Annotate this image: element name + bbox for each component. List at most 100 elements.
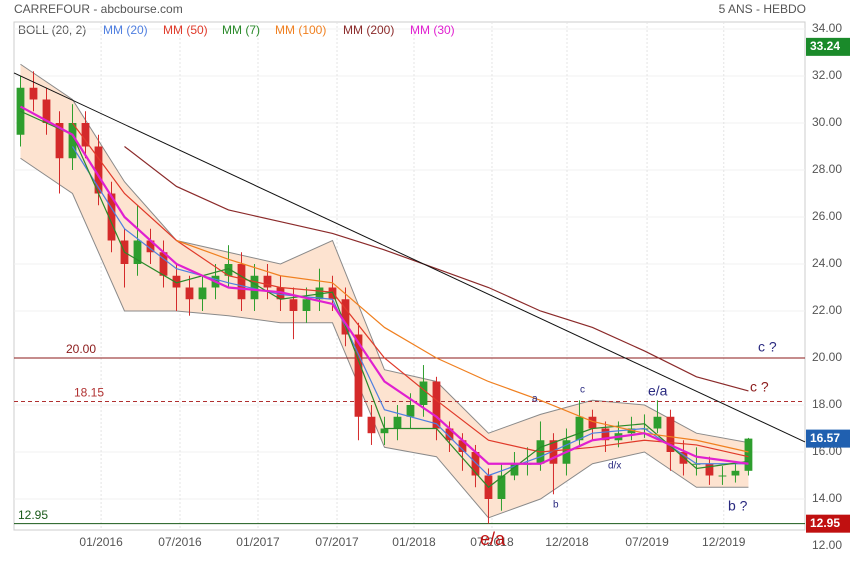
candle-body <box>289 299 298 311</box>
y-tick-label: 26.00 <box>812 209 842 223</box>
legend-entry: MM (20) <box>103 23 148 37</box>
candle-body <box>250 275 259 300</box>
candle-body <box>107 193 116 241</box>
y-tick-label: 28.00 <box>812 162 842 176</box>
candle-body <box>471 452 480 476</box>
plot-frame <box>13 21 806 531</box>
candle-body <box>666 416 675 452</box>
y-tick-label: 30.00 <box>812 115 842 129</box>
candle-body <box>237 264 246 300</box>
x-tick-label: 07/2016 <box>158 535 202 549</box>
price-tag-label: 33.24 <box>810 39 840 53</box>
candle-body <box>393 416 402 429</box>
candle-body <box>575 416 584 441</box>
candle-body <box>744 438 753 471</box>
annotation: a <box>532 394 538 405</box>
moving-average <box>20 110 749 489</box>
candle-body <box>458 440 467 452</box>
legend-entry: MM (30) <box>410 23 455 37</box>
candle-body <box>601 428 610 441</box>
moving-average <box>19 105 749 465</box>
trendline <box>13 72 806 443</box>
legend-entry: MM (50) <box>163 23 208 37</box>
candle-body <box>172 275 181 288</box>
legend-entry: MM (200) <box>343 23 394 37</box>
price-tag-label: 12.95 <box>810 516 840 530</box>
level-label: 12.95 <box>18 508 48 522</box>
y-tick-label: 16.00 <box>812 444 842 458</box>
x-tick-label: 01/2018 <box>392 535 436 549</box>
x-tick-label: 07/2017 <box>315 535 359 549</box>
candle-body <box>146 240 155 253</box>
legend-entry: MM (100) <box>275 23 326 37</box>
price-tag <box>806 37 850 56</box>
legend-entry: MM (7) <box>222 23 260 37</box>
level-label: 20.00 <box>66 342 96 356</box>
candle-body <box>81 123 90 147</box>
candle-body <box>380 428 389 434</box>
price-tag <box>806 429 850 448</box>
y-tick-label: 18.00 <box>812 397 842 411</box>
candle-body <box>705 463 714 476</box>
price-tag <box>806 514 850 533</box>
candle-body <box>263 275 272 288</box>
candle-body <box>302 299 311 311</box>
y-tick-label: 32.00 <box>812 68 842 82</box>
y-tick-label: 34.00 <box>812 21 842 35</box>
annotation: e/a <box>648 383 668 399</box>
annotation: c <box>580 385 585 396</box>
x-tick-label: 12/2018 <box>545 535 589 549</box>
x-tick-label: 07/2018 <box>470 535 514 549</box>
candle-body <box>510 463 519 476</box>
x-tick-label: 07/2019 <box>625 535 669 549</box>
candle-body <box>341 299 350 335</box>
candle-body <box>133 240 142 264</box>
annotation: d/x <box>608 461 621 472</box>
annotation: c ? <box>750 379 769 395</box>
x-tick-label: 12/2019 <box>702 535 746 549</box>
moving-average <box>124 146 749 392</box>
bollinger-lower <box>20 157 749 519</box>
candle-body <box>653 416 662 429</box>
y-tick-label: 14.00 <box>812 491 842 505</box>
annotation: e/a <box>480 529 506 549</box>
y-tick-label: 20.00 <box>812 350 842 364</box>
x-tick-label: 01/2016 <box>79 535 123 549</box>
candle-body <box>354 334 363 417</box>
legend-entry: BOLL (20, 2) <box>18 23 86 37</box>
annotation: b <box>553 500 559 511</box>
x-tick-label: 01/2017 <box>236 535 280 549</box>
annotation: c ? <box>758 339 777 355</box>
level-label: 18.15 <box>74 386 104 400</box>
candle-body <box>94 146 103 194</box>
candle-body <box>198 287 207 300</box>
candle-body <box>549 440 558 464</box>
candle-body <box>419 381 428 405</box>
candle-body <box>367 416 376 434</box>
chart-title: CARREFOUR - abcbourse.com <box>14 2 183 16</box>
candle-body <box>718 475 727 477</box>
candle-body <box>497 475 506 499</box>
moving-average <box>71 146 749 477</box>
moving-average <box>176 239 749 453</box>
candle-body <box>445 428 454 441</box>
moving-average <box>72 122 749 458</box>
candle-body <box>406 405 415 417</box>
candle-body <box>68 123 77 159</box>
candle-body <box>55 123 64 159</box>
candle-body <box>29 87 38 100</box>
candle-body <box>588 416 597 429</box>
y-tick-label: 22.00 <box>812 303 842 317</box>
candle-body <box>276 287 285 300</box>
candle-body <box>42 99 51 123</box>
candle-body <box>224 264 233 276</box>
bollinger-upper <box>20 63 749 444</box>
chart-subtitle: 5 ANS - HEBDO <box>719 2 806 16</box>
price-tag-label: 16.57 <box>810 431 840 445</box>
candle-body <box>731 470 740 476</box>
candle-body <box>159 252 168 276</box>
candle-body <box>185 287 194 300</box>
candle-body <box>432 381 441 429</box>
y-tick-label: 24.00 <box>812 256 842 270</box>
y-tick-label: 12.00 <box>812 538 842 552</box>
